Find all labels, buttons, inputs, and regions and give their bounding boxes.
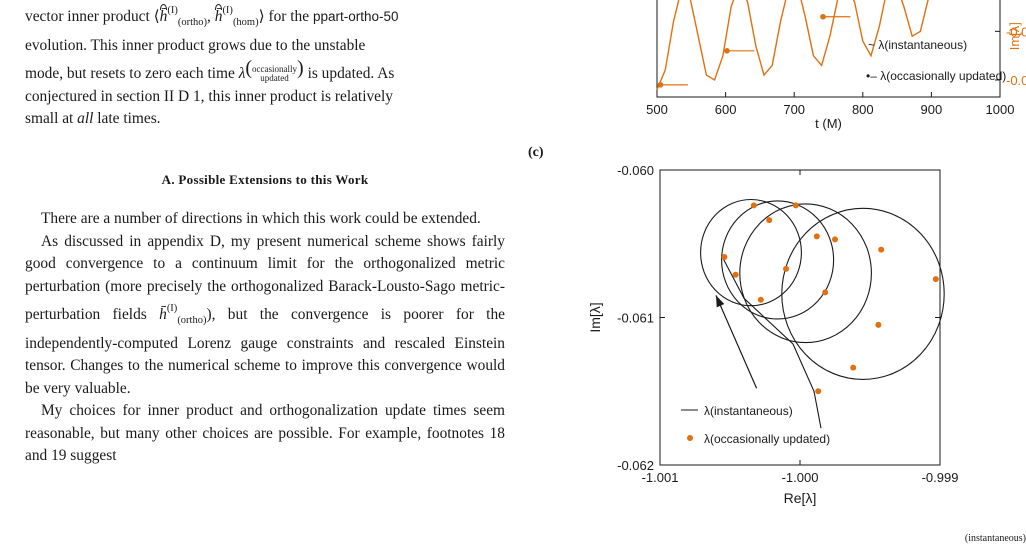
panel-b-x-tick-label: 600 bbox=[715, 102, 737, 117]
panel-c-update-point bbox=[878, 246, 885, 253]
panel-c-frame bbox=[659, 169, 941, 466]
panel-b-x-tick-label: 900 bbox=[921, 102, 943, 117]
panel-b-y-axis-label: Im[λ] bbox=[1007, 22, 1022, 50]
panel-b-update-point bbox=[724, 47, 730, 54]
panel-c-update-point bbox=[766, 217, 773, 224]
panel-c-x-axis-label: Re[λ] bbox=[784, 490, 817, 506]
panel-c-tail bbox=[721, 255, 822, 429]
panel-c-loop bbox=[739, 203, 872, 344]
lambda-stack: occasionally updated bbox=[252, 64, 298, 83]
panel-c-update-point bbox=[815, 388, 822, 395]
panel-b-x-axis-label: t (M) bbox=[815, 116, 842, 131]
panel-b-x-tick-label: 800 bbox=[852, 102, 874, 117]
panel-b-update-point bbox=[657, 82, 664, 88]
panel-c-x-tick-label: -1.000 bbox=[782, 470, 819, 485]
panel-b-y-tick-label: -0.062 bbox=[1006, 73, 1026, 88]
panel-c-loop bbox=[700, 198, 802, 307]
panel-c-update-point bbox=[732, 271, 739, 278]
panel-c-loop bbox=[721, 200, 835, 320]
panel-c-label: (c) bbox=[528, 145, 544, 160]
panel-b-instantaneous-series bbox=[656, 0, 929, 90]
panel-b-update-point bbox=[820, 13, 826, 20]
panel-c-x-tick-label: -0.999 bbox=[922, 470, 959, 485]
panel-c-update-point bbox=[850, 364, 857, 371]
panel-c-update-point bbox=[875, 321, 882, 328]
panel-c-update-point bbox=[792, 202, 799, 209]
body-text: There are a number of directions in whic… bbox=[25, 208, 505, 468]
panel-c-x-tick-label: -1.001 bbox=[642, 470, 679, 485]
panel-c-y-axis-label: Im[λ] bbox=[587, 302, 603, 332]
panel-b-frame bbox=[656, 0, 1001, 98]
panel-b-legend-upd: •– λ(occasionally updated) bbox=[866, 69, 1006, 83]
footer-fragment: (instantaneous) bbox=[964, 533, 1026, 544]
panel-c-legend-inst: λ(instantaneous) bbox=[704, 404, 793, 418]
panel-c-y-tick-label: -0.061 bbox=[617, 311, 654, 326]
panel-b-y-tick-label: -0.061 bbox=[1006, 24, 1026, 39]
panel-c-update-point bbox=[932, 276, 939, 283]
run-name: ppart-ortho-50 bbox=[312, 9, 399, 24]
panel-c-y-tick-label: -0.060 bbox=[617, 163, 654, 178]
panel-c-legend-dot bbox=[687, 435, 693, 441]
body-paragraph-3: My choices for inner product and orthogo… bbox=[25, 402, 505, 464]
section-heading: A. Possible Extensions to this Work bbox=[161, 172, 369, 187]
panel-c-update-point bbox=[813, 233, 820, 240]
body-paragraph-2: As discussed in appendix D, my present n… bbox=[25, 232, 505, 397]
panel-c-arrow-shaft bbox=[715, 295, 758, 389]
panel-c-update-point bbox=[783, 265, 789, 272]
body-paragraph-1: There are a number of directions in whic… bbox=[41, 210, 481, 227]
panel-c-update-point bbox=[822, 289, 829, 296]
panel-b-x-tick-label: 700 bbox=[783, 102, 805, 117]
panel-c-update-point bbox=[832, 236, 838, 243]
left-column: vector inner product ⟨h̄(I)(ortho), h̄(I… bbox=[25, 0, 505, 131]
panel-c-loop bbox=[781, 207, 945, 380]
panel-c-arrow-head bbox=[716, 295, 725, 308]
panel-c-update-point bbox=[750, 202, 757, 209]
panel-b-x-tick-label: 1000 bbox=[986, 102, 1015, 117]
panel-c-y-tick-label: -0.062 bbox=[617, 458, 654, 473]
panel-b-x-tick-label: 500 bbox=[646, 102, 668, 117]
panel-c-legend-upd: λ(occasionally updated) bbox=[704, 432, 830, 446]
top-paragraph: vector inner product ⟨h̄(I)(ortho), h̄(I… bbox=[25, 4, 399, 127]
panel-c-update-point bbox=[757, 296, 764, 303]
panel-b-legend-inst: ~ λ(instantaneous) bbox=[868, 38, 967, 52]
panel-c-update-point bbox=[721, 254, 728, 261]
